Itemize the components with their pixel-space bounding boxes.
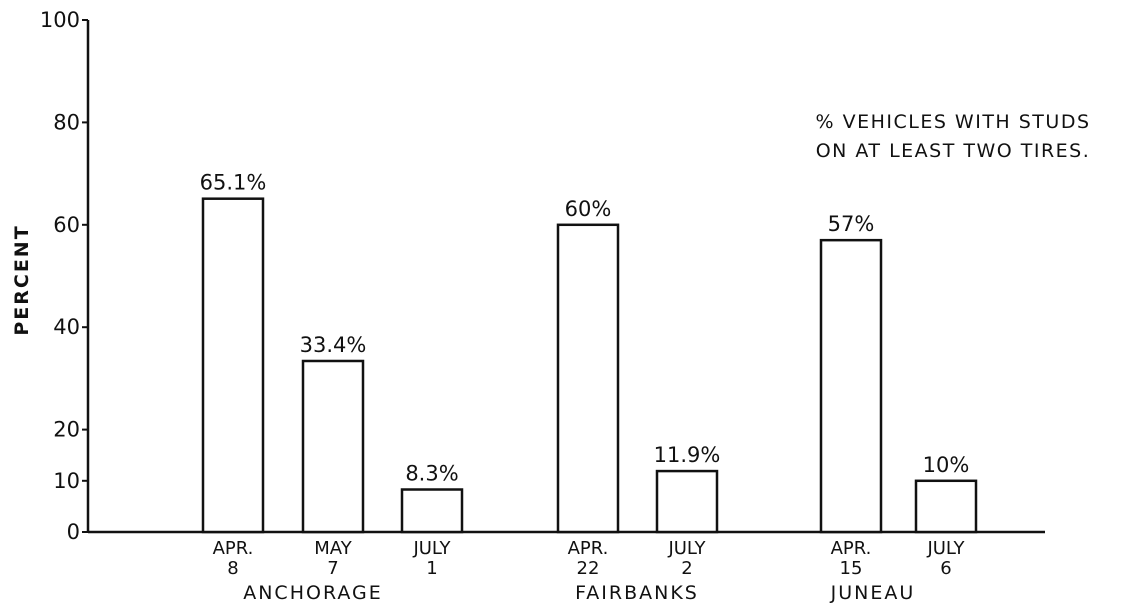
bar xyxy=(201,197,265,534)
bar-value-label: 8.3% xyxy=(405,462,458,486)
bar xyxy=(655,469,719,534)
bar-date-label: APR. xyxy=(213,538,254,559)
y-axis-label: PERCENT xyxy=(11,224,33,335)
y-tick-label: 0 xyxy=(67,520,80,544)
y-tick-label: 10 xyxy=(53,469,80,493)
annotation-line-1: % VEHICLES WITH STUDS xyxy=(815,111,1090,133)
bar-value-label: 10% xyxy=(923,453,970,477)
bars: 65.1%APR.833.4%MAY78.3%JULY1ANCHORAGE60%… xyxy=(200,171,978,604)
annotation-line-2: ON AT LEAST TWO TIRES. xyxy=(816,140,1091,162)
y-tick-label: 100 xyxy=(40,8,80,32)
bar-date-label: JULY xyxy=(926,538,965,559)
group-label: JUNEAU xyxy=(830,582,916,604)
bar xyxy=(400,488,464,534)
bar-date-label: 6 xyxy=(940,558,951,579)
y-tick-label: 60 xyxy=(53,213,80,237)
bar-value-label: 57% xyxy=(828,212,875,236)
bar xyxy=(556,223,620,534)
bar-date-label: APR. xyxy=(568,538,609,559)
y-tick-label: 40 xyxy=(53,315,80,339)
bar xyxy=(301,359,365,534)
bar-date-label: APR. xyxy=(831,538,872,559)
group-label: FAIRBANKS xyxy=(575,582,699,604)
bar-date-label: 8 xyxy=(227,558,238,579)
bar-date-label: 2 xyxy=(681,558,692,579)
bar-value-label: 60% xyxy=(565,197,612,221)
bar-value-label: 65.1% xyxy=(200,171,267,195)
bar-value-label: 33.4% xyxy=(300,333,367,357)
bar-date-label: MAY xyxy=(314,538,352,559)
bar-date-label: JULY xyxy=(412,538,451,559)
bar xyxy=(819,238,883,534)
bar-date-label: 22 xyxy=(577,558,600,579)
bar-date-label: 7 xyxy=(327,558,338,579)
bar-value-label: 11.9% xyxy=(654,443,721,467)
bar xyxy=(914,479,978,534)
bar-date-label: 1 xyxy=(426,558,437,579)
bar-date-label: JULY xyxy=(667,538,706,559)
y-tick-label: 20 xyxy=(53,418,80,442)
annotation: % VEHICLES WITH STUDS ON AT LEAST TWO TI… xyxy=(815,111,1091,162)
y-tick-label: 80 xyxy=(53,110,80,134)
y-ticks: 0 10 20 40 60 80 100 xyxy=(40,8,88,544)
group-label: ANCHORAGE xyxy=(243,582,383,604)
bar-date-label: 15 xyxy=(840,558,863,579)
